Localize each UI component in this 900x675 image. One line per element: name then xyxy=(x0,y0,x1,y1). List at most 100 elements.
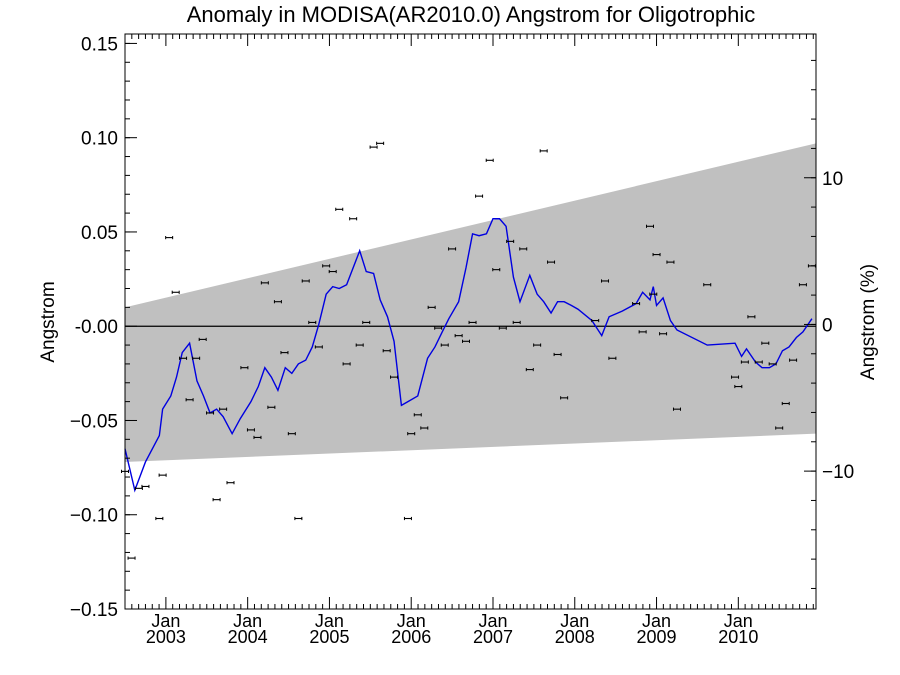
data-point xyxy=(539,149,548,153)
confidence-band xyxy=(125,143,816,462)
data-point xyxy=(485,158,494,162)
data-point xyxy=(666,260,675,264)
smoothed-series-line xyxy=(124,218,813,493)
y-tick-label: 0.10 xyxy=(81,129,118,150)
data-point xyxy=(127,556,136,560)
data-point xyxy=(165,236,174,240)
data-point xyxy=(498,326,507,330)
data-point xyxy=(407,432,416,436)
x-tick-month-label: Jan xyxy=(397,611,426,631)
data-point xyxy=(192,356,201,360)
data-point xyxy=(468,320,477,325)
data-point xyxy=(335,207,344,211)
data-point xyxy=(171,290,180,294)
y2-tick-label: 0 xyxy=(822,315,833,336)
data-point xyxy=(591,318,600,323)
data-point xyxy=(533,343,542,347)
data-point xyxy=(462,339,471,343)
x-tick-year-label: 2010 xyxy=(718,627,758,647)
data-point xyxy=(219,407,228,411)
data-point xyxy=(454,334,463,338)
data-point xyxy=(185,398,194,402)
data-point xyxy=(246,428,255,432)
band-polygon xyxy=(125,143,816,462)
x-tick-year-label: 2005 xyxy=(309,627,349,647)
data-point xyxy=(789,358,798,362)
data-point xyxy=(768,362,777,366)
data-point xyxy=(413,413,422,417)
data-point xyxy=(506,239,515,243)
data-point xyxy=(547,260,556,264)
plot-frame xyxy=(124,33,817,610)
data-point xyxy=(601,279,610,283)
x-tick-year-label: 2006 xyxy=(391,627,431,647)
data-point xyxy=(376,141,385,145)
data-point xyxy=(314,345,323,349)
data-point xyxy=(798,283,807,287)
data-point xyxy=(448,247,457,251)
smoothed-line-layer xyxy=(124,218,813,493)
data-point xyxy=(632,301,641,306)
data-point xyxy=(342,362,351,366)
y2-tick-label: 10 xyxy=(822,169,843,190)
data-points-layer xyxy=(121,141,816,560)
data-point xyxy=(267,405,276,409)
data-point xyxy=(434,326,443,330)
x-tick-month-label: Jan xyxy=(233,611,262,631)
y-tick-label: -0.00 xyxy=(75,317,118,338)
data-point xyxy=(322,264,331,268)
y-axis-label: Angstrom xyxy=(38,281,59,362)
x-tick-year-label: 2004 xyxy=(228,627,268,647)
data-point xyxy=(492,268,501,272)
y-tick-label: 0.15 xyxy=(81,34,118,55)
data-point xyxy=(287,432,296,436)
data-point xyxy=(553,352,562,357)
data-point xyxy=(349,217,358,221)
data-point xyxy=(403,516,412,521)
data-point xyxy=(369,145,378,149)
data-point xyxy=(638,330,647,334)
data-point xyxy=(734,384,743,389)
data-point xyxy=(308,320,317,325)
data-point xyxy=(525,367,534,372)
data-point xyxy=(390,375,399,379)
x-tick-month-label: Jan xyxy=(315,611,344,631)
data-point xyxy=(659,332,668,336)
data-point xyxy=(382,349,391,353)
x-tick-month-label: Jan xyxy=(560,611,589,631)
x-tick-year-label: 2008 xyxy=(555,627,595,647)
data-point xyxy=(328,269,337,274)
data-point xyxy=(260,281,269,285)
data-point xyxy=(179,356,188,360)
data-point xyxy=(512,320,521,325)
data-point xyxy=(775,426,784,430)
y-tick-label: −0.05 xyxy=(70,411,118,432)
data-point xyxy=(158,473,167,477)
data-point xyxy=(754,360,763,364)
x-tick-year-label: 2009 xyxy=(637,627,677,647)
data-point xyxy=(761,341,770,345)
y-tick-label: −0.10 xyxy=(70,506,118,527)
data-point xyxy=(747,315,756,319)
x-tick-year-label: 2003 xyxy=(146,627,186,647)
data-point xyxy=(253,435,262,440)
data-point xyxy=(519,247,528,251)
data-point xyxy=(475,194,484,198)
x-tick-month-label: Jan xyxy=(151,611,180,631)
data-point xyxy=(440,343,449,347)
x-tick-month-label: Jan xyxy=(642,611,671,631)
data-point xyxy=(206,411,215,415)
data-point xyxy=(427,305,436,309)
x-tick-year-label: 2007 xyxy=(473,627,513,647)
data-point xyxy=(652,252,661,257)
y-tick-label: −0.15 xyxy=(70,600,118,621)
data-point xyxy=(226,481,235,485)
x-tick-month-label: Jan xyxy=(478,611,507,631)
data-point xyxy=(731,375,740,379)
y2-axis-label: Angstrom (%) xyxy=(858,264,879,380)
data-point xyxy=(740,360,749,364)
data-point xyxy=(649,292,658,296)
data-point xyxy=(273,300,282,304)
y-axis-right: 10 0 −10 xyxy=(804,59,854,589)
